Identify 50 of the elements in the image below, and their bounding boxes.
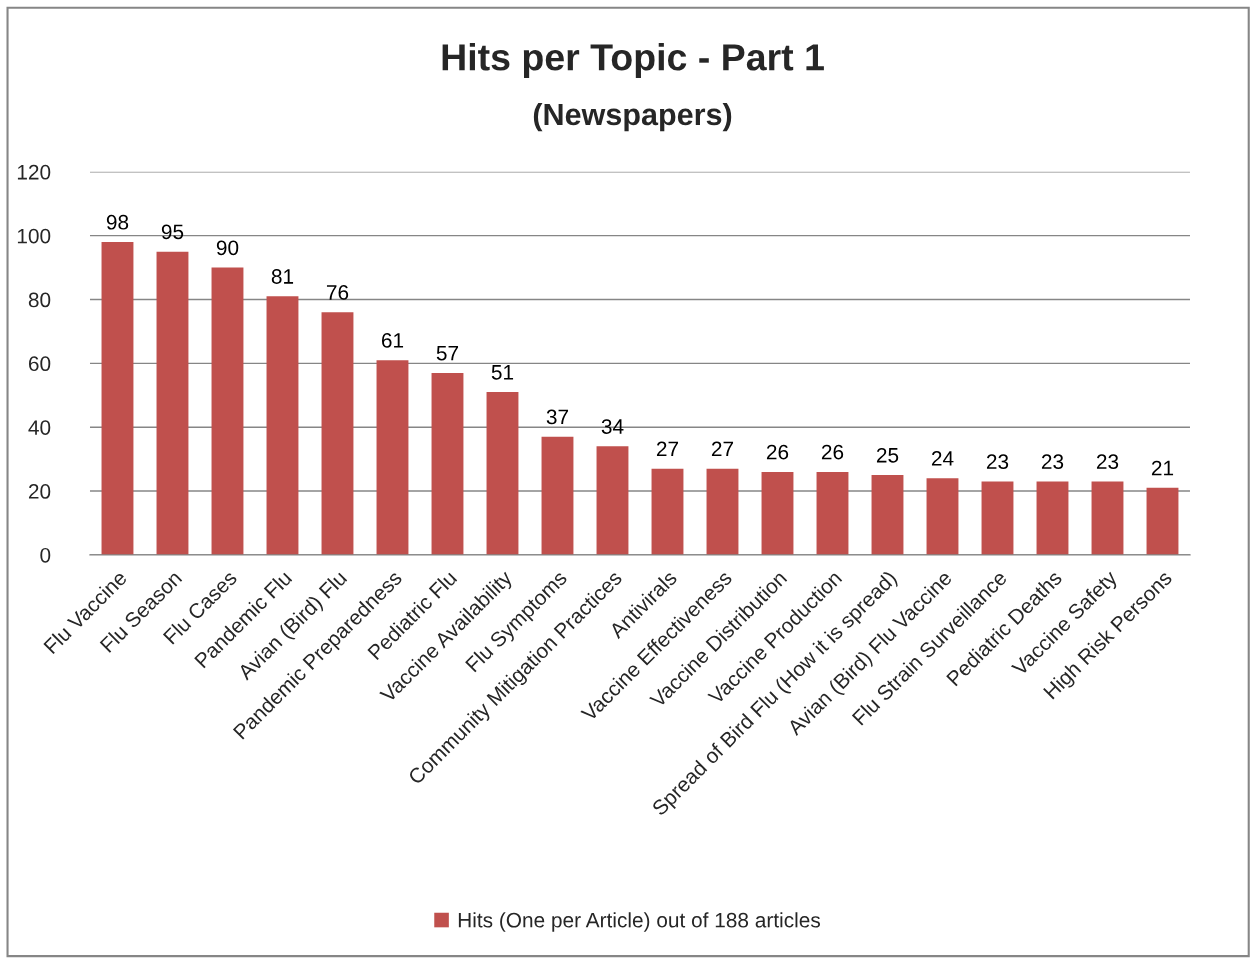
data-label: 98 (106, 214, 129, 230)
y-tick-label: 20 (28, 484, 51, 499)
y-tick-label: 120 (17, 164, 51, 180)
data-label: 95 (161, 224, 184, 240)
data-label: 76 (326, 285, 349, 300)
y-tick-label: 100 (17, 228, 51, 244)
bar (871, 475, 904, 555)
data-label: 26 (766, 444, 789, 460)
chart-title: Hits per Topic - Part 1 (442, 43, 824, 78)
y-tick-label: 40 (28, 420, 51, 435)
data-label: 23 (1041, 454, 1064, 470)
data-label: 23 (1096, 454, 1119, 470)
data-label: 81 (271, 269, 294, 284)
bar (981, 481, 1014, 555)
bar (1146, 487, 1179, 555)
y-tick-label: 80 (28, 292, 51, 308)
legend-label: Hits (One per Article) out of 188 articles (458, 912, 821, 932)
bar (1091, 481, 1124, 555)
data-label: 34 (601, 419, 624, 434)
chart-subtitle: (Newspapers) (533, 102, 732, 132)
y-tick-label: 0 (40, 547, 51, 563)
bar (926, 478, 959, 555)
y-tick-label: 60 (28, 356, 51, 372)
bar (706, 468, 739, 555)
data-label: 21 (1151, 460, 1174, 476)
data-label: 90 (216, 240, 239, 256)
bar (431, 372, 464, 555)
data-label: 27 (656, 441, 679, 457)
data-label: 51 (491, 365, 514, 380)
bar (486, 392, 519, 555)
data-label: 24 (931, 451, 954, 466)
data-label: 37 (546, 409, 569, 425)
data-label: 23 (986, 454, 1009, 470)
bar (156, 251, 189, 555)
bar (321, 312, 354, 555)
bar (376, 360, 409, 555)
bar (816, 471, 849, 555)
bar (1036, 481, 1069, 555)
bar (541, 436, 574, 555)
data-label: 57 (436, 345, 459, 361)
bar (761, 471, 794, 555)
data-label: 27 (711, 441, 734, 457)
bar (596, 446, 629, 555)
bar (651, 468, 684, 555)
bar (211, 267, 244, 555)
bar (266, 296, 299, 555)
data-label: 61 (381, 332, 404, 348)
bar (101, 242, 134, 555)
data-label: 26 (821, 444, 844, 460)
data-label: 25 (876, 447, 899, 463)
